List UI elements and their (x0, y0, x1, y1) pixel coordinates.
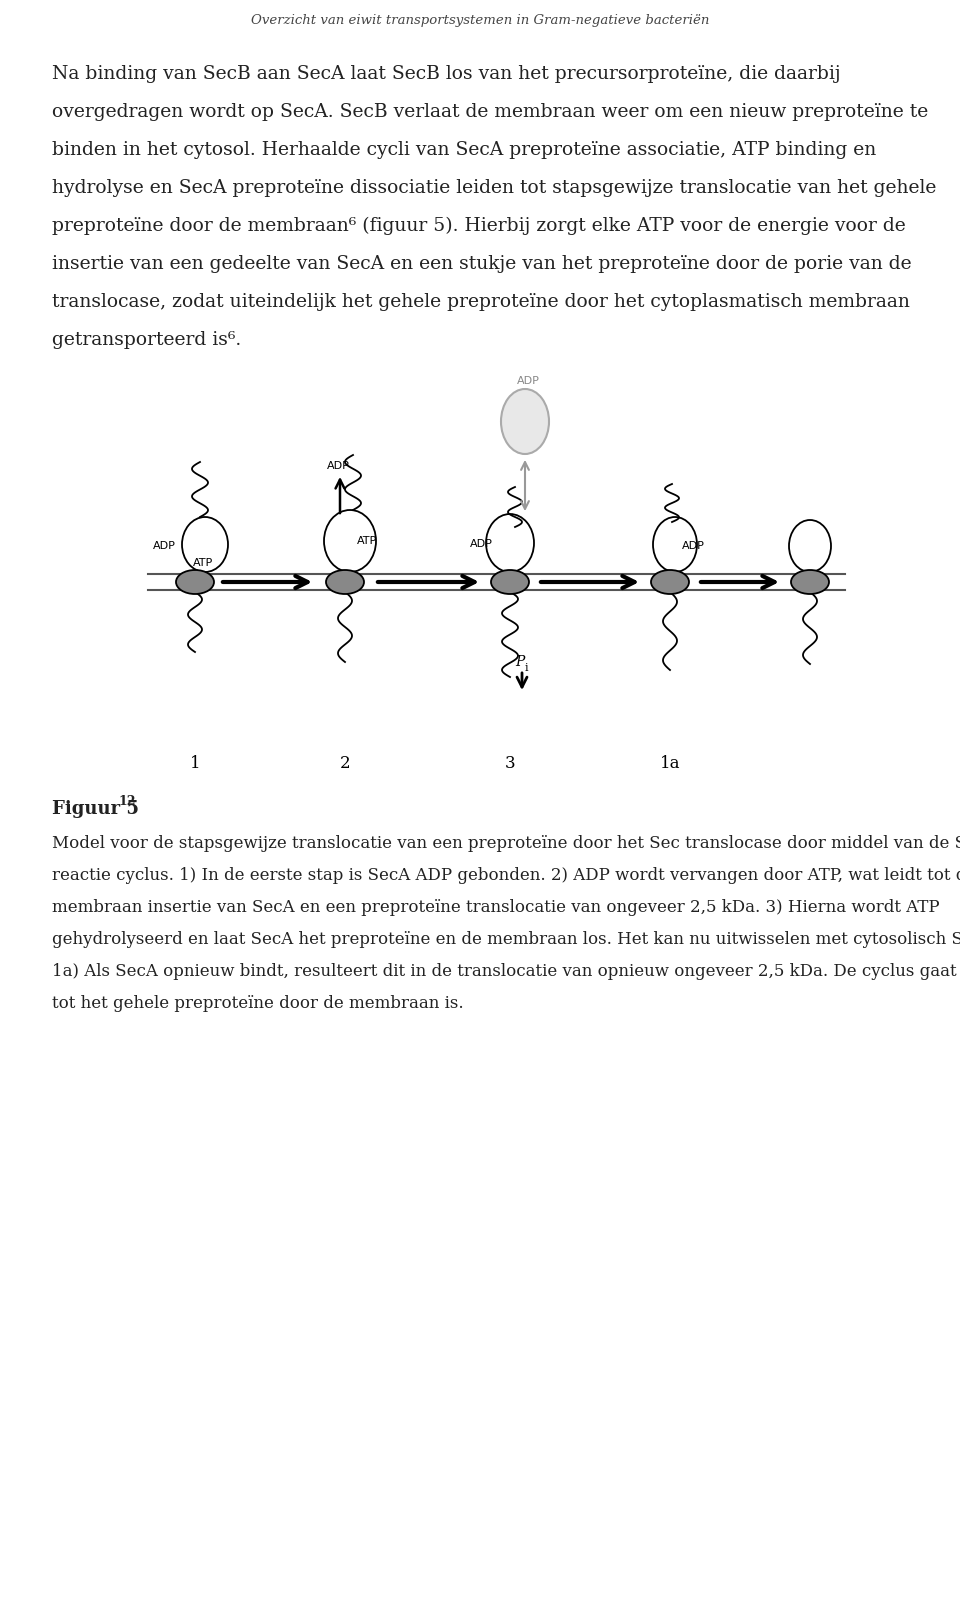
Ellipse shape (651, 570, 689, 594)
Text: translocase, zodat uiteindelijk het gehele preproteïne door het cytoplasmatisch : translocase, zodat uiteindelijk het gehe… (52, 293, 910, 311)
Text: ADP: ADP (327, 462, 349, 471)
Text: Na binding van SecB aan SecA laat SecB los van het precursorproteïne, die daarbi: Na binding van SecB aan SecA laat SecB l… (52, 64, 841, 84)
Text: reactie cyclus. 1) In de eerste stap is SecA ADP gebonden. 2) ADP wordt vervange: reactie cyclus. 1) In de eerste stap is … (52, 867, 960, 883)
Ellipse shape (182, 516, 228, 573)
Text: ADP: ADP (682, 541, 705, 550)
Text: 1a) Als SecA opnieuw bindt, resulteert dit in de translocatie van opnieuw ongeve: 1a) Als SecA opnieuw bindt, resulteert d… (52, 964, 960, 980)
Text: ADP: ADP (517, 377, 540, 386)
Text: getransporteerd is⁶.: getransporteerd is⁶. (52, 331, 241, 349)
Ellipse shape (501, 389, 549, 454)
Text: 3: 3 (505, 755, 516, 772)
Ellipse shape (324, 510, 376, 573)
Text: ADP: ADP (153, 541, 176, 550)
Text: i: i (525, 663, 529, 673)
Text: P: P (515, 655, 524, 669)
Text: 12: 12 (118, 795, 135, 808)
Text: Model voor de stapsgewijze translocatie van een preproteïne door het Sec translo: Model voor de stapsgewijze translocatie … (52, 835, 960, 853)
Text: 1: 1 (190, 755, 201, 772)
Text: 1a: 1a (660, 755, 681, 772)
Ellipse shape (653, 516, 697, 573)
Text: hydrolyse en SecA preproteïne dissociatie leiden tot stapsgewijze translocatie v: hydrolyse en SecA preproteïne dissociati… (52, 179, 936, 196)
Ellipse shape (789, 520, 831, 573)
Text: ATP: ATP (193, 558, 213, 568)
Ellipse shape (491, 570, 529, 594)
Text: insertie van een gedeelte van SecA en een stukje van het preproteïne door de por: insertie van een gedeelte van SecA en ee… (52, 254, 912, 274)
Ellipse shape (486, 513, 534, 573)
Text: tot het gehele preproteïne door de membraan is.: tot het gehele preproteïne door de membr… (52, 994, 464, 1012)
Text: overgedragen wordt op SecA. SecB verlaat de membraan weer om een nieuw preproteï: overgedragen wordt op SecA. SecB verlaat… (52, 103, 928, 121)
Text: ADP: ADP (470, 539, 492, 549)
Ellipse shape (791, 570, 829, 594)
Text: binden in het cytosol. Herhaalde cycli van SecA preproteïne associatie, ATP bind: binden in het cytosol. Herhaalde cycli v… (52, 142, 876, 159)
Text: 2: 2 (340, 755, 350, 772)
Text: ATP: ATP (357, 536, 377, 545)
Text: membraan insertie van SecA en een preproteïne translocatie van ongeveer 2,5 kDa.: membraan insertie van SecA en een prepro… (52, 899, 940, 916)
Text: Overzicht van eiwit transportsystemen in Gram-negatieve bacteriën: Overzicht van eiwit transportsystemen in… (251, 14, 709, 27)
Text: preproteïne door de membraan⁶ (figuur 5). Hierbij zorgt elke ATP voor de energie: preproteïne door de membraan⁶ (figuur 5)… (52, 217, 905, 235)
Ellipse shape (326, 570, 364, 594)
Text: Figuur 5: Figuur 5 (52, 800, 139, 817)
Text: gehydrolyseerd en laat SecA het preproteïne en de membraan los. Het kan nu uitwi: gehydrolyseerd en laat SecA het preprote… (52, 932, 960, 948)
Ellipse shape (176, 570, 214, 594)
